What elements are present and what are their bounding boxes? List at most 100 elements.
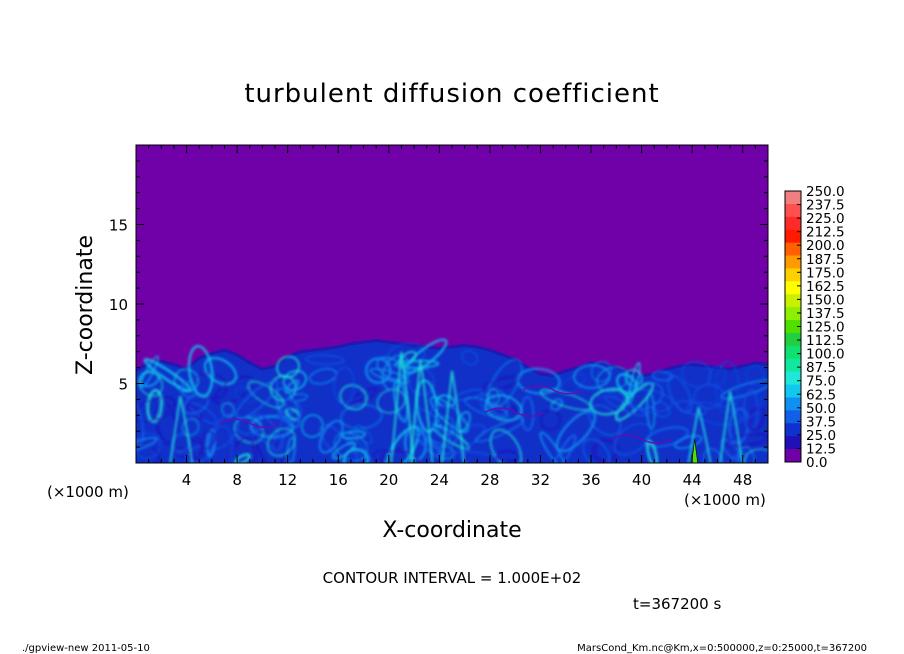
swirl xyxy=(486,358,523,409)
x-tick-label: 8 xyxy=(232,471,242,489)
colorbar-label: 50.0 xyxy=(806,401,836,417)
filament xyxy=(219,418,281,428)
colorbar-label: 137.5 xyxy=(806,306,845,322)
y-axis-label: Z-coordinate xyxy=(73,235,98,375)
x-tick-label: 48 xyxy=(733,471,752,489)
x-axis-unit-left: (×1000 m) xyxy=(47,483,129,501)
swirl xyxy=(381,354,410,391)
footer-right: MarsCond_Km.nc@Km,x=0:500000,z=0:25000,t… xyxy=(577,643,867,654)
swirl xyxy=(644,426,689,448)
swirl xyxy=(520,395,535,432)
swirl xyxy=(686,401,743,426)
swirl xyxy=(681,360,712,388)
peak-marker xyxy=(691,439,698,463)
colorbar-swatch xyxy=(785,281,801,295)
x-tick-label: 4 xyxy=(182,471,192,489)
swirl xyxy=(333,366,356,405)
swirl xyxy=(550,398,564,411)
colorbar-swatch xyxy=(785,397,801,411)
swirl xyxy=(187,344,214,398)
swirl xyxy=(146,388,163,423)
swirl xyxy=(540,409,561,431)
colorbar-swatch xyxy=(785,307,801,321)
footer-left: ./gpview-new 2011-05-10 xyxy=(22,643,150,654)
swirl xyxy=(376,388,406,414)
swirl xyxy=(707,365,727,387)
swirl xyxy=(136,432,161,459)
colorbar-swatch xyxy=(785,423,801,437)
colorbar-label: 162.5 xyxy=(806,279,845,295)
swirl xyxy=(743,448,768,463)
swirl xyxy=(589,388,629,416)
swirl xyxy=(201,430,216,450)
colorbar-swatch xyxy=(785,449,801,463)
filament xyxy=(484,407,546,417)
plume xyxy=(719,391,744,463)
swirl xyxy=(555,410,597,453)
swirl xyxy=(596,383,640,398)
swirl xyxy=(308,368,337,385)
plume xyxy=(441,370,465,463)
swirl xyxy=(235,380,279,419)
colorbar-swatch xyxy=(785,371,801,386)
swirl xyxy=(138,371,163,397)
swirl xyxy=(726,433,768,448)
swirl xyxy=(459,450,508,463)
swirl xyxy=(436,423,486,458)
swirl xyxy=(340,404,383,430)
swirl xyxy=(692,383,725,410)
colorbar-swatch xyxy=(785,436,801,450)
swirl xyxy=(674,434,703,450)
colorbar-label: 225.0 xyxy=(806,211,845,227)
swirl xyxy=(745,365,765,387)
x-tick-label: 12 xyxy=(278,471,297,489)
turbulence-field xyxy=(136,338,768,463)
swirl xyxy=(582,438,611,463)
colorbar-swatch xyxy=(785,384,801,398)
swirl xyxy=(174,447,195,459)
swirl-group xyxy=(136,338,768,463)
swirl xyxy=(474,417,525,443)
colorbar-label: 0.0 xyxy=(806,455,827,471)
time-label: t=367200 s xyxy=(633,595,721,613)
colorbar-swatch xyxy=(785,242,801,257)
x-tick-label: 16 xyxy=(329,471,348,489)
colorbar-label: 100.0 xyxy=(806,347,845,363)
contour-interval-label: CONTOUR INTERVAL = 1.000E+02 xyxy=(323,569,582,587)
colorbar-label: 200.0 xyxy=(806,238,845,254)
swirl xyxy=(318,419,344,454)
swirl xyxy=(393,359,440,369)
swirl xyxy=(341,430,366,440)
swirl xyxy=(427,404,463,433)
swirl xyxy=(516,367,561,395)
colorbar-swatch xyxy=(785,345,801,360)
y-tick-label: 15 xyxy=(109,217,128,235)
swirl xyxy=(247,380,285,409)
swirl xyxy=(461,350,479,366)
swirl xyxy=(136,400,145,447)
colorbar-label: 125.0 xyxy=(806,320,845,336)
swirl xyxy=(651,401,671,418)
swirl xyxy=(143,357,192,393)
colorbar-label: 75.0 xyxy=(806,374,836,390)
swirl xyxy=(267,427,296,457)
swirl xyxy=(136,436,158,454)
swirl xyxy=(495,450,521,462)
plume xyxy=(390,351,415,463)
swirl xyxy=(301,414,324,438)
swirl xyxy=(622,388,674,413)
x-tick-label: 20 xyxy=(379,471,398,489)
colorbar-label: 237.5 xyxy=(806,198,845,214)
swirl xyxy=(627,361,641,404)
swirl xyxy=(590,360,612,383)
plume xyxy=(169,396,194,463)
swirl xyxy=(276,355,300,379)
x-axis-ticks: 4 8 12 16 20 24 28 32 36 40 44 48 xyxy=(148,145,756,489)
colorbar-label: 25.0 xyxy=(806,428,836,444)
swirl xyxy=(414,430,446,461)
colorbar-swatch xyxy=(785,216,801,231)
swirl xyxy=(613,422,652,456)
swirl xyxy=(286,436,296,463)
swirl xyxy=(226,437,257,463)
